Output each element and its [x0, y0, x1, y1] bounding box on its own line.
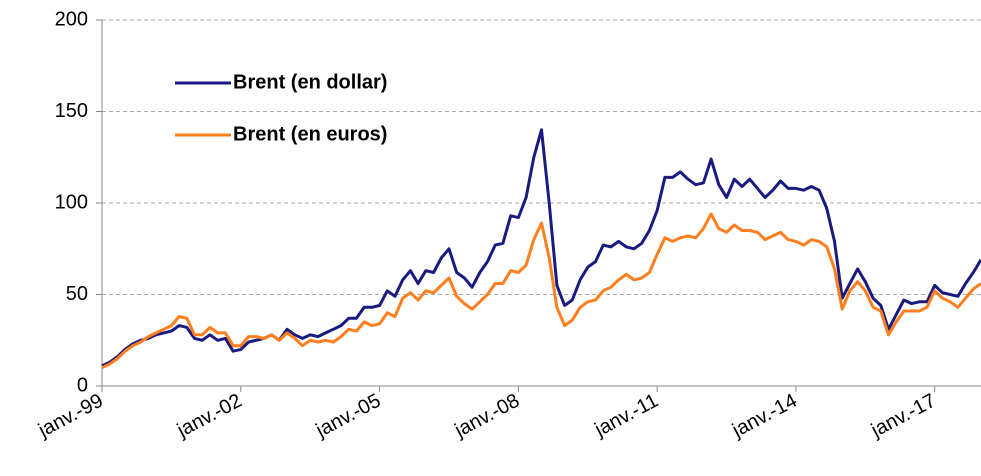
x-tick-label: janv.-99 — [34, 390, 107, 443]
x-tick-label: janv.-17 — [867, 390, 940, 443]
legend-label: Brent (en dollar) — [233, 71, 387, 93]
x-tick-label: janv.-11 — [591, 390, 662, 442]
legend-label: Brent (en euros) — [233, 123, 387, 145]
x-tick-label: janv.-08 — [450, 390, 523, 443]
series-line — [101, 212, 981, 370]
y-tick-label: 100 — [55, 191, 88, 213]
y-tick-label: 200 — [55, 8, 88, 30]
x-tick-label: janv.-05 — [312, 390, 385, 443]
y-tick-label: 50 — [66, 283, 88, 305]
x-tick-label: janv.-02 — [173, 390, 246, 443]
y-tick-label: 150 — [55, 100, 88, 122]
y-tick-label: 0 — [77, 374, 88, 396]
series-line — [101, 128, 981, 368]
x-tick-label: janv.-14 — [728, 390, 801, 443]
